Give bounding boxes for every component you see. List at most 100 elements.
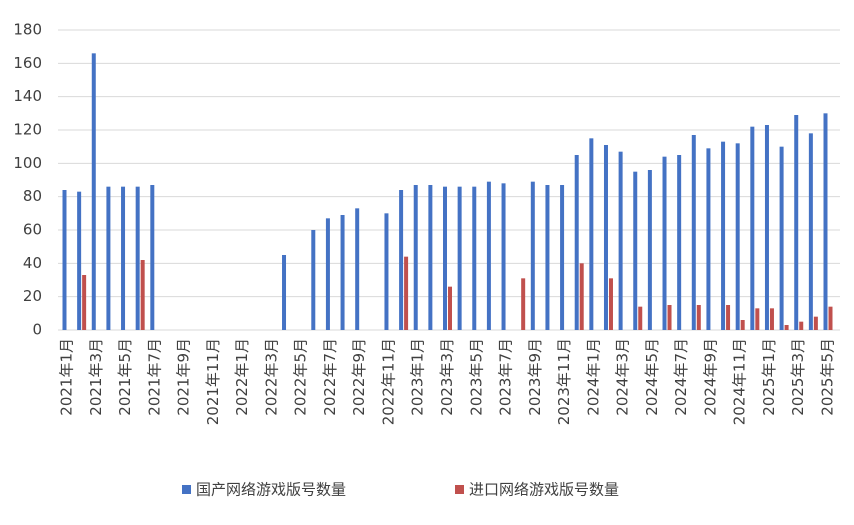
x-tick-label: 2024年9月 [701,338,719,416]
bar [311,230,316,330]
bar [472,186,477,330]
bar [618,151,623,330]
x-tick-label: 2023年7月 [497,338,515,416]
y-tick-label: 160 [13,54,42,72]
y-tick-label: 140 [13,87,42,105]
x-tick-label: 2024年7月 [672,338,690,416]
x-tick-label: 2025年5月 [819,338,837,416]
x-tick-label: 2021年11月 [204,338,222,425]
bar [135,186,140,330]
bar [603,145,608,330]
x-tick-label: 2023年11月 [555,338,573,425]
y-tick-label: 0 [32,321,42,339]
bar [647,170,652,330]
y-tick-label: 80 [23,187,42,205]
x-tick-label: 2023年9月 [526,338,544,416]
bar [633,171,638,330]
y-tick-label: 180 [13,21,42,39]
bar [750,126,755,331]
bar [428,185,433,330]
y-tick-label: 20 [23,287,42,305]
bar [457,186,462,330]
bar [448,286,452,330]
bar [121,186,126,330]
bar [355,208,360,330]
legend-label: 进口网络游戏版号数量 [469,481,619,499]
bar [399,190,404,330]
y-tick-label: 40 [23,254,42,272]
legend-swatch [455,485,464,494]
bar [638,306,643,330]
bar [813,316,818,330]
bar [828,306,833,330]
legend-swatch [182,485,191,494]
bar [794,115,799,330]
bar [545,185,550,330]
bar [560,185,565,330]
bar [740,320,745,330]
bar [404,256,409,330]
x-tick-label: 2024年3月 [614,338,632,416]
bar [784,325,789,330]
x-tick-label: 2023年3月 [438,338,456,416]
x-tick-label: 2022年5月 [292,338,310,416]
bar [589,138,594,330]
bar [82,275,87,330]
x-tick-label: 2021年5月 [116,338,134,416]
bar [579,263,584,330]
x-tick-label: 2021年9月 [175,338,193,416]
x-tick-label: 2025年1月 [760,338,778,416]
bar [662,156,667,330]
bar [735,143,740,330]
bar [755,308,760,330]
x-tick-label: 2022年7月 [321,338,339,416]
bar [696,305,701,330]
legend-label: 国产网络游戏版号数量 [196,481,346,499]
bar [779,146,784,330]
bar [677,155,682,330]
bar [62,190,67,330]
x-tick-label: 2025年3月 [789,338,807,416]
x-tick-label: 2021年7月 [145,338,163,416]
bar [799,321,804,330]
x-tick-label: 2022年11月 [379,338,397,425]
bar [486,181,491,330]
bar [706,148,711,330]
x-tick-label: 2024年1月 [584,338,602,416]
bar [574,155,579,330]
bar [808,133,813,330]
y-tick-label: 120 [13,121,42,139]
x-tick-label: 2023年1月 [409,338,427,416]
bar [823,113,828,330]
bar [325,218,330,330]
bar [691,135,696,330]
bar [667,305,672,330]
x-tick-label: 2021年1月 [58,338,76,416]
x-tick-label: 2023年5月 [467,338,485,416]
bar [91,53,96,330]
bar [282,255,287,330]
x-tick-label: 2022年9月 [350,338,368,416]
bar [530,181,535,330]
bar [721,141,726,330]
y-tick-label: 60 [23,221,42,239]
bar [384,213,389,330]
bar [726,305,731,330]
x-tick-label: 2024年11月 [731,338,749,425]
bar [77,191,82,330]
bar [106,186,111,330]
bar [769,308,774,330]
bar [608,278,613,330]
x-tick-label: 2022年1月 [233,338,251,416]
x-tick-label: 2024年5月 [643,338,661,416]
bar [764,125,769,330]
bar [413,185,418,330]
bar [521,278,526,330]
bar [501,183,506,330]
bar [340,215,345,330]
bar [150,185,155,330]
bar [443,186,447,330]
y-tick-label: 100 [13,154,42,172]
x-tick-label: 2022年3月 [262,338,280,416]
